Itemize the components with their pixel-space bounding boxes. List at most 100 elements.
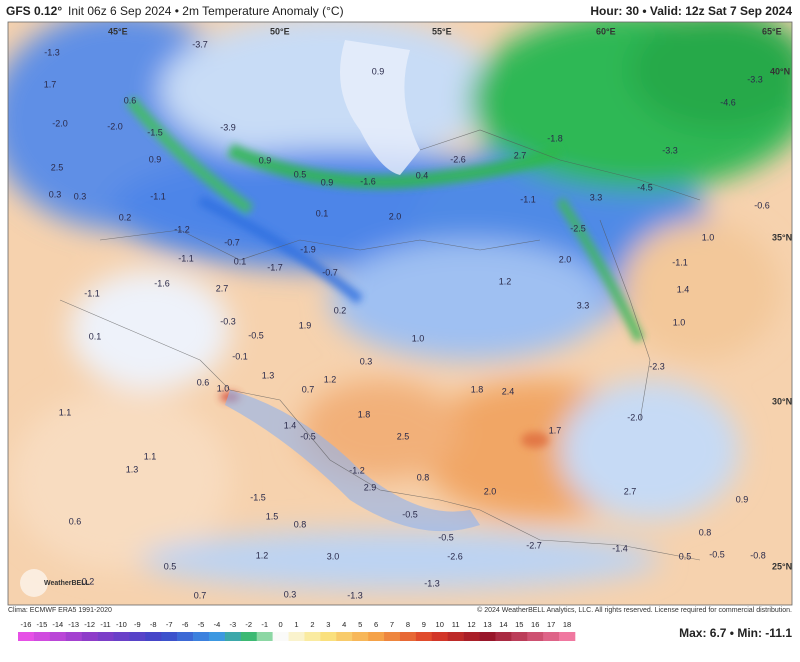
anomaly-label: 0.3 [74,191,87,201]
anomaly-label: -0.5 [248,330,264,340]
anomaly-label: 0.4 [416,170,429,180]
anomaly-label: 1.2 [256,550,269,560]
anomaly-label: -0.5 [438,532,454,542]
anomaly-label: -1.8 [547,133,563,143]
colorbar-cell [352,632,369,641]
anomaly-label: -1.2 [349,465,365,475]
anomaly-label: -2.0 [52,118,68,128]
anomaly-label: 0.9 [372,66,385,76]
anomaly-label: 0.2 [334,305,347,315]
grid-label: 60°E [596,26,616,36]
map-title: Init 06z 6 Sep 2024 • 2m Temperature Ano… [68,4,344,18]
anomaly-label: 0.1 [234,256,247,266]
anomaly-label: -1.1 [520,194,536,204]
colorbar-label: 8 [406,620,410,629]
colorbar-cell [527,632,544,641]
anomaly-label: 1.4 [677,284,690,294]
anomaly-label: -0.5 [709,549,725,559]
anomaly-label: -1.1 [178,253,194,263]
anomaly-label: 0.5 [294,169,307,179]
colorbar-label: 16 [531,620,539,629]
colorbar-cell [336,632,353,641]
colorbar-cell [18,632,35,641]
colorbar-cell [208,632,226,641]
anomaly-label: -1.3 [44,47,60,57]
anomaly-label: -1.9 [300,244,316,254]
anomaly-label: -3.3 [662,145,678,155]
colorbar-label: -11 [100,620,110,629]
grid-label: 40°N [770,66,790,76]
grid-label: 25°N [772,561,792,571]
grid-label: 55°E [432,26,452,36]
anomaly-label: 3.3 [590,192,603,202]
grid-label: 65°E [762,26,782,36]
anomaly-label: -2.0 [107,121,123,131]
anomaly-label: 1.1 [59,407,72,417]
anomaly-label: 0.8 [699,527,712,537]
anomaly-label: 0.8 [294,519,307,529]
colorbar-label: 17 [547,620,555,629]
anomaly-label: -1.1 [84,288,100,298]
anomaly-label: -4.5 [637,182,653,192]
anomaly-label: -4.6 [720,97,736,107]
colorbar-label: -7 [166,620,173,629]
anomaly-label: -2.6 [450,154,466,164]
colorbar-label: 5 [358,620,362,629]
colorbar-cell [415,632,433,641]
anomaly-label: -1.6 [360,176,376,186]
anomaly-label: 1.5 [266,511,279,521]
colorbar-label: -9 [134,620,141,629]
anomaly-label: 0.5 [679,551,692,561]
colorbar-label: -15 [36,620,47,629]
anomaly-label: 0.2 [82,576,95,586]
colorbar-label: 3 [326,620,330,629]
anomaly-label: -2.7 [526,540,542,550]
anomaly-label: 0.9 [149,154,162,164]
anomaly-label: 2.7 [624,486,637,496]
colorbar-cell [145,632,162,641]
colorbar-label: 0 [278,620,282,629]
anomaly-label: 2.4 [502,386,515,396]
anomaly-label: -0.5 [402,509,418,519]
anomaly-label: -0.8 [750,550,766,560]
colorbar-cell [511,632,528,641]
colorbar-label: -1 [261,620,268,629]
anomaly-label: -1.5 [147,127,163,137]
colorbar-label: -16 [21,620,32,629]
anomaly-label: -3.9 [220,122,236,132]
anomaly-label: 3.0 [327,551,340,561]
anomaly-label: -3.7 [192,39,208,49]
colorbar-cell [161,632,178,641]
colorbar-cell [177,632,194,641]
anomaly-label: 0.9 [321,177,334,187]
anomaly-label: 0.5 [164,561,177,571]
colorbar-cell [479,632,496,641]
anomaly-label: 1.0 [702,232,715,242]
anomaly-label: -1.2 [174,224,190,234]
colorbar-cell [288,632,305,641]
valid-time: Hour: 30 • Valid: 12z Sat 7 Sep 2024 [590,4,792,18]
anomaly-label: 1.8 [358,409,371,419]
anomaly-label: 1.0 [217,383,230,393]
anomaly-label: 0.6 [69,516,82,526]
anomaly-label: 0.9 [259,155,272,165]
colorbar-cell [447,632,464,641]
colorbar-cell [320,632,337,641]
colorbar-label: 12 [467,620,475,629]
colorbar-label: -6 [182,620,189,629]
colorbar-label: -12 [84,620,95,629]
grid-label: 30°N [772,396,792,406]
anomaly-label: -2.3 [649,361,665,371]
anomaly-label: -0.6 [754,200,770,210]
anomaly-label: -3.3 [747,74,763,84]
anomaly-label: 2.9 [364,482,377,492]
anomaly-label: 0.3 [360,356,373,366]
colorbar-cell [193,632,210,641]
colorbar-label: 7 [390,620,394,629]
anomaly-label: 1.0 [412,333,425,343]
anomaly-label: 1.0 [673,317,686,327]
anomaly-label: -1.1 [150,191,166,201]
anomaly-label: -1.4 [612,543,628,553]
colorbar-label: 10 [436,620,444,629]
